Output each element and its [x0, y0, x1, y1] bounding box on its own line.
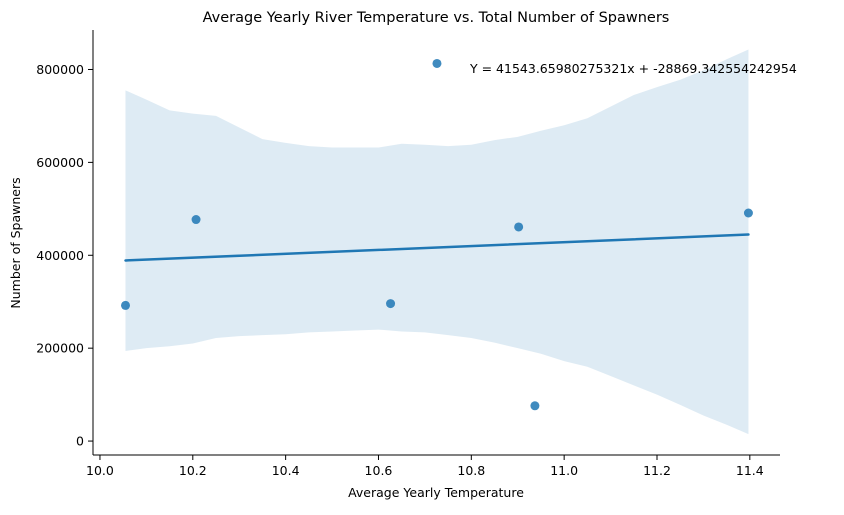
data-point-2 — [191, 215, 201, 225]
y-axis-label: Number of Spawners — [8, 177, 23, 308]
x-tick-label: 10.4 — [272, 463, 300, 478]
x-tick-label: 11.2 — [643, 463, 671, 478]
y-tick-label: 0 — [76, 434, 84, 449]
regression-line — [124, 233, 750, 262]
y-ticks: 0 200000 400000 600000 800000 — [36, 62, 93, 449]
x-tick-label: 10.8 — [457, 463, 485, 478]
axes — [92, 30, 780, 456]
x-axis-label: Average Yearly Temperature — [348, 485, 524, 500]
data-point-5 — [514, 222, 524, 232]
x-tick-label: 11.4 — [736, 463, 764, 478]
data-point-3 — [386, 299, 396, 309]
y-tick-label: 800000 — [36, 62, 84, 77]
y-tick-label: 400000 — [36, 248, 84, 263]
x-tick-label: 10.6 — [365, 463, 393, 478]
x-tick-label: 10.2 — [179, 463, 207, 478]
data-point-1 — [120, 300, 130, 310]
data-point-6 — [530, 401, 540, 411]
confidence-band — [125, 49, 749, 435]
x-tick-label: 11.0 — [550, 463, 578, 478]
data-point-4 — [432, 58, 442, 68]
x-tick-label: 10.0 — [86, 463, 114, 478]
data-points-layer — [120, 58, 753, 411]
regression-equation-annotation: Y = 41543.65980275321x + -28869.34255424… — [469, 61, 797, 76]
chart-title: Average Yearly River Temperature vs. Tot… — [203, 10, 670, 26]
y-tick-label: 600000 — [36, 155, 84, 170]
x-ticks: 10.0 10.2 10.4 10.6 10.8 11.0 11.2 11.4 — [86, 455, 764, 478]
regression-line-layer — [124, 233, 750, 262]
y-tick-label: 200000 — [36, 341, 84, 356]
data-point-7 — [743, 208, 753, 218]
confidence-band-layer — [125, 49, 749, 435]
